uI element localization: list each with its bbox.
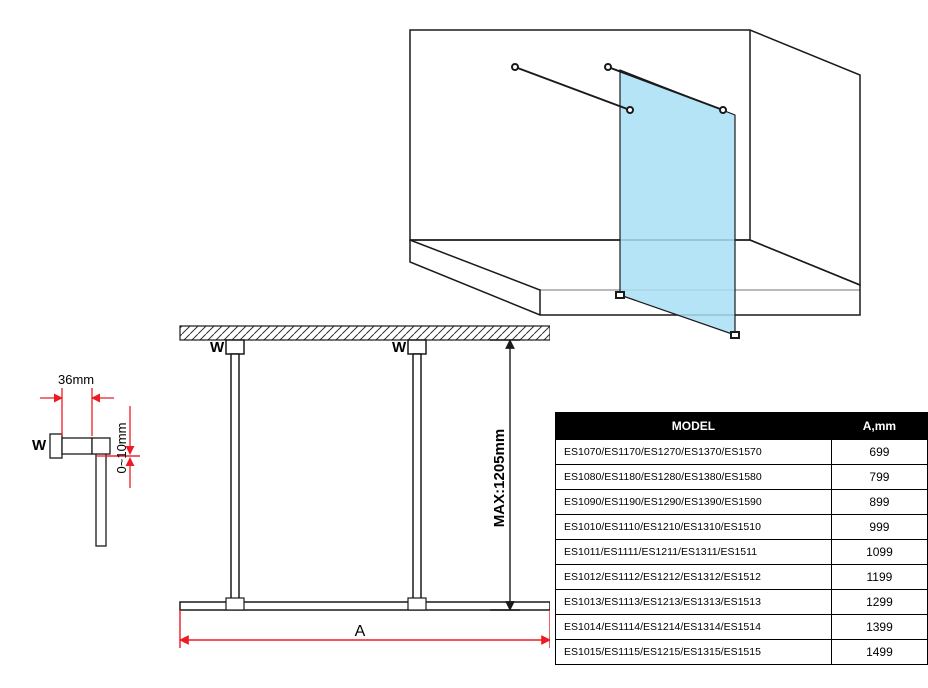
cell-model: ES1080/ES1180/ES1280/ES1380/ES1580 <box>556 465 832 490</box>
cell-model: ES1090/ES1190/ES1290/ES1390/ES1590 <box>556 490 832 515</box>
table-row: ES1080/ES1180/ES1280/ES1380/ES1580799 <box>556 465 928 490</box>
cell-a: 1499 <box>831 640 927 665</box>
label-height: MAX:1205mm <box>491 429 508 527</box>
header-model: MODEL <box>556 413 832 440</box>
cell-a: 1099 <box>831 540 927 565</box>
cell-a: 1299 <box>831 590 927 615</box>
table-row: ES1090/ES1190/ES1290/ES1390/ES1590899 <box>556 490 928 515</box>
table-row: ES1012/ES1112/ES1212/ES1312/ES15121199 <box>556 565 928 590</box>
label-A: A <box>355 623 366 640</box>
cell-model: ES1015/ES1115/ES1215/ES1315/ES1515 <box>556 640 832 665</box>
cell-a: 1399 <box>831 615 927 640</box>
iso-drawing <box>340 0 900 350</box>
label-W-1: W <box>210 339 225 356</box>
table-row: ES1013/ES1113/ES1213/ES1313/ES15131299 <box>556 590 928 615</box>
label-0-10: 0~10mm <box>114 423 129 474</box>
cell-model: ES1070/ES1170/ES1270/ES1370/ES1570 <box>556 440 832 465</box>
table-row: ES1015/ES1115/ES1215/ES1315/ES15151499 <box>556 640 928 665</box>
table-row: ES1011/ES1111/ES1211/ES1311/ES15111099 <box>556 540 928 565</box>
cell-model: ES1011/ES1111/ES1211/ES1311/ES1511 <box>556 540 832 565</box>
cell-a: 799 <box>831 465 927 490</box>
iso-glass-panel <box>620 70 735 335</box>
cell-a: 899 <box>831 490 927 515</box>
cell-a: 1199 <box>831 565 927 590</box>
cell-model: ES1014/ES1114/ES1214/ES1314/ES1514 <box>556 615 832 640</box>
cell-model: ES1010/ES1110/ES1210/ES1310/ES1510 <box>556 515 832 540</box>
table-header-row: MODEL A,mm <box>556 413 928 440</box>
header-a: A,mm <box>831 413 927 440</box>
cell-a: 699 <box>831 440 927 465</box>
cell-model: ES1013/ES1113/ES1213/ES1313/ES1513 <box>556 590 832 615</box>
ceiling-hatch <box>180 326 550 340</box>
table-row: ES1070/ES1170/ES1270/ES1370/ES1570699 <box>556 440 928 465</box>
plan-drawing: W W A MAX:1205mm W 36mm <box>30 318 550 688</box>
label-W-2: W <box>392 339 407 356</box>
label-36: 36mm <box>58 372 94 387</box>
table-row: ES1014/ES1114/ES1214/ES1314/ES15141399 <box>556 615 928 640</box>
cell-model: ES1012/ES1112/ES1212/ES1312/ES1512 <box>556 565 832 590</box>
spec-table: MODEL A,mm ES1070/ES1170/ES1270/ES1370/E… <box>555 412 928 665</box>
label-W-3: W <box>32 437 47 454</box>
cell-a: 999 <box>831 515 927 540</box>
table-row: ES1010/ES1110/ES1210/ES1310/ES1510999 <box>556 515 928 540</box>
